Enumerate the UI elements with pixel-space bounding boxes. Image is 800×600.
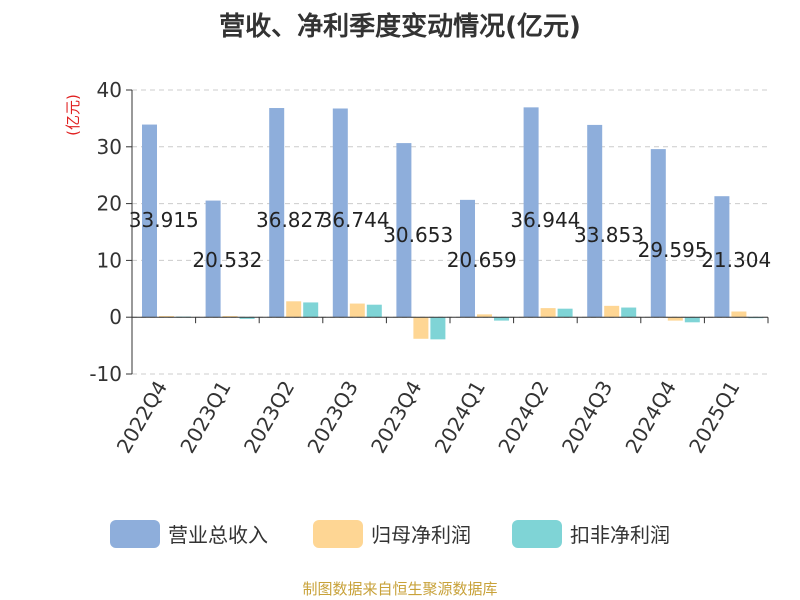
data-label: 20.532 <box>192 248 262 272</box>
data-label: 36.827 <box>256 208 326 232</box>
bar-series-2 <box>413 317 429 339</box>
bar-series-2 <box>159 316 174 318</box>
x-tick-label: 2025Q1 <box>684 377 744 458</box>
source-footer: 制图数据来自恒生聚源数据库 <box>302 580 498 598</box>
bar-series-3 <box>684 317 700 323</box>
y-tick-label: 20 <box>97 192 122 216</box>
x-tick-label: 2022Q4 <box>112 377 172 458</box>
bar-series-1 <box>142 124 157 318</box>
y-axis-unit-label: (亿元) <box>64 94 82 136</box>
data-label: 20.659 <box>447 248 517 272</box>
bar-series-2 <box>286 301 302 318</box>
bar-series-2 <box>540 308 556 318</box>
x-tick-label: 2023Q2 <box>239 377 299 458</box>
y-tick-label: 30 <box>97 135 122 159</box>
x-tick-label: 2023Q4 <box>366 377 426 458</box>
legend-label: 扣非净利润 <box>570 523 670 547</box>
x-tick-label: 2024Q1 <box>430 377 490 458</box>
bar-series-3 <box>430 317 446 340</box>
bar-series-2 <box>667 317 683 321</box>
data-label: 33.915 <box>129 208 199 232</box>
bar-series-1 <box>396 143 412 318</box>
chart-title: 营收、净利季度变动情况(亿元) <box>219 12 581 42</box>
bar-series-3 <box>557 308 573 318</box>
x-tick-label: 2023Q3 <box>302 377 362 458</box>
bar-series-3 <box>494 317 509 321</box>
bar-series-3 <box>303 302 319 318</box>
y-tick-label: -10 <box>89 362 122 386</box>
data-label: 30.653 <box>383 223 453 247</box>
bar-series-1 <box>205 200 221 318</box>
data-label: 29.595 <box>638 238 708 262</box>
bar-series-2 <box>477 314 492 318</box>
x-tick-label: 2024Q4 <box>620 377 680 458</box>
bar-series-1 <box>714 196 730 318</box>
bar-series-3 <box>366 304 382 318</box>
bar-series-1 <box>523 107 539 318</box>
legend-swatch <box>313 520 363 548</box>
legend-swatch <box>512 520 562 548</box>
legend-label: 营业总收入 <box>168 523 268 547</box>
legend-swatch <box>110 520 160 548</box>
bar-series-2 <box>604 305 620 318</box>
bar-series-1 <box>650 149 666 318</box>
x-tick-label: 2024Q2 <box>493 377 553 458</box>
legend-label: 归母净利润 <box>371 523 471 547</box>
y-tick-label: 0 <box>109 305 122 329</box>
bar-series-3 <box>621 307 637 318</box>
bar-series-2 <box>349 303 365 318</box>
y-tick-label: 40 <box>97 78 122 102</box>
bar-series-2 <box>222 316 238 318</box>
x-tick-label: 2023Q1 <box>175 377 235 458</box>
data-label: 36.744 <box>320 208 390 232</box>
x-tick-label: 2024Q3 <box>557 377 617 458</box>
bar-series-1 <box>332 108 348 318</box>
bar-series-1 <box>269 108 285 318</box>
bar-series-1 <box>460 199 475 318</box>
y-tick-label: 10 <box>97 248 122 272</box>
bar-series-3 <box>239 317 255 319</box>
bar-series-2 <box>731 311 747 318</box>
data-label: 33.853 <box>574 223 644 247</box>
data-label: 36.944 <box>510 208 580 232</box>
data-label: 21.304 <box>701 248 771 272</box>
bar-series-1 <box>587 124 603 318</box>
